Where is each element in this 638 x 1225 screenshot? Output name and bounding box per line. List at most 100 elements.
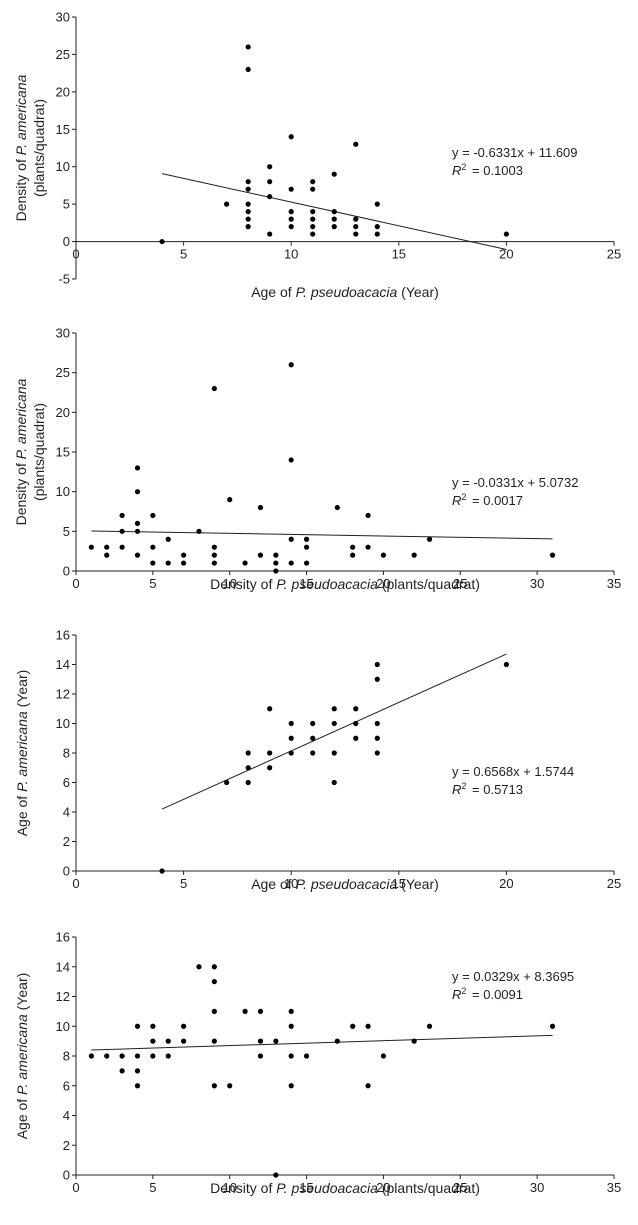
data-point [353, 706, 359, 712]
r-squared-number: = 0.5713 [468, 782, 523, 797]
data-point [411, 552, 417, 558]
data-point [165, 560, 171, 566]
y-tick-label: 25 [56, 365, 70, 380]
x-axis-label: Age of P. pseudoacacia (Year) [251, 284, 439, 300]
x-tick-label: 35 [607, 576, 621, 591]
x-tick-label: 10 [222, 1180, 236, 1195]
data-point [211, 552, 217, 558]
data-point [159, 868, 165, 874]
data-point [303, 1053, 310, 1059]
x-tick-label: 25 [607, 247, 621, 262]
r-squared-exponent: 2 [461, 986, 466, 996]
data-point [119, 1053, 125, 1059]
r-squared-symbol: R [452, 987, 461, 1002]
data-point [159, 238, 165, 245]
data-point [273, 560, 279, 566]
y-tick-label: 10 [56, 1019, 70, 1034]
y-tick-label: 16 [56, 930, 70, 945]
r-squared-symbol: R [452, 493, 461, 508]
data-point [211, 964, 217, 970]
data-point [288, 720, 294, 727]
x-tick-label: 0 [72, 576, 79, 591]
data-point [365, 1023, 371, 1029]
x-axis-label-part: Age of [251, 876, 295, 892]
y-tick-label: 30 [56, 10, 70, 25]
data-point [350, 544, 356, 550]
data-point [245, 209, 251, 215]
data-point [267, 179, 273, 185]
y-axis-label-part: (Year) [14, 670, 30, 712]
data-point [288, 536, 294, 542]
data-point [245, 66, 251, 72]
data-point [273, 552, 279, 558]
data-point [350, 552, 356, 558]
data-point [119, 512, 125, 519]
x-tick-label: 25 [453, 1180, 467, 1195]
y-axis-label: Age of P. americana (Year) [14, 670, 30, 837]
data-point [211, 560, 217, 566]
y-tick-label: 10 [56, 159, 70, 174]
data-point [134, 528, 141, 534]
data-point [134, 465, 141, 471]
x-tick-label: 0 [72, 1180, 79, 1195]
data-point [134, 520, 141, 527]
data-point [165, 1053, 171, 1059]
data-point [181, 560, 187, 566]
y-axis-label-part: P. americana [14, 711, 30, 792]
data-point [374, 231, 380, 237]
y-tick-label: 14 [56, 657, 70, 672]
data-point [181, 1023, 187, 1029]
data-point [303, 560, 310, 566]
x-tick-label: 0 [72, 247, 79, 262]
data-point [227, 497, 233, 503]
y-tick-label: 2 [63, 1138, 70, 1153]
data-point [242, 560, 248, 566]
y-axis-label-line2: (plants/quadrat) [31, 403, 47, 501]
data-point [374, 224, 380, 230]
data-point [334, 504, 340, 511]
x-axis-label-part: (Year) [397, 284, 439, 300]
data-point [353, 231, 359, 237]
data-point [257, 1038, 264, 1044]
data-point [380, 552, 387, 558]
data-point [245, 179, 251, 185]
r-squared-exponent: 2 [461, 781, 466, 791]
data-point [257, 1053, 264, 1059]
data-point [288, 1008, 294, 1014]
data-point [227, 1083, 233, 1089]
data-point [374, 676, 380, 682]
data-point [303, 544, 310, 550]
x-axis-label-part: P. pseudoacacia [276, 576, 378, 592]
y-tick-label: 0 [63, 234, 70, 249]
data-point [134, 552, 141, 558]
data-point [310, 179, 316, 185]
y-tick-label: 14 [56, 959, 70, 974]
data-point [353, 720, 359, 727]
data-point [374, 750, 380, 756]
data-point [310, 735, 316, 741]
y-axis-label: Age of P. americana (Year) [14, 973, 30, 1140]
data-point [288, 1083, 294, 1089]
x-tick-label: 30 [530, 576, 544, 591]
x-tick-label: 10 [284, 876, 298, 891]
y-axis-label-part: Density of [13, 459, 29, 525]
scatter-chart-4: 0 2 4 6 8 10 12 14 16 0 5 10 15 20 25 30 35 Density of P.… [14, 930, 621, 1197]
data-point [549, 1023, 556, 1029]
data-point [150, 544, 156, 550]
data-point [334, 1038, 340, 1044]
x-axis-label-part: Density of [210, 1180, 276, 1196]
data-point [104, 1053, 110, 1059]
data-point [211, 385, 217, 392]
data-point [331, 171, 337, 177]
data-point [165, 1038, 171, 1044]
r-squared-number: = 0.0017 [468, 493, 523, 508]
data-point [374, 720, 380, 727]
x-axis-label-part: (Year) [397, 876, 439, 892]
data-point [196, 964, 202, 970]
data-point [245, 216, 251, 222]
x-tick-label: 0 [72, 876, 79, 891]
data-point [288, 735, 294, 741]
data-point [104, 544, 110, 550]
x-tick-label: 25 [453, 576, 467, 591]
